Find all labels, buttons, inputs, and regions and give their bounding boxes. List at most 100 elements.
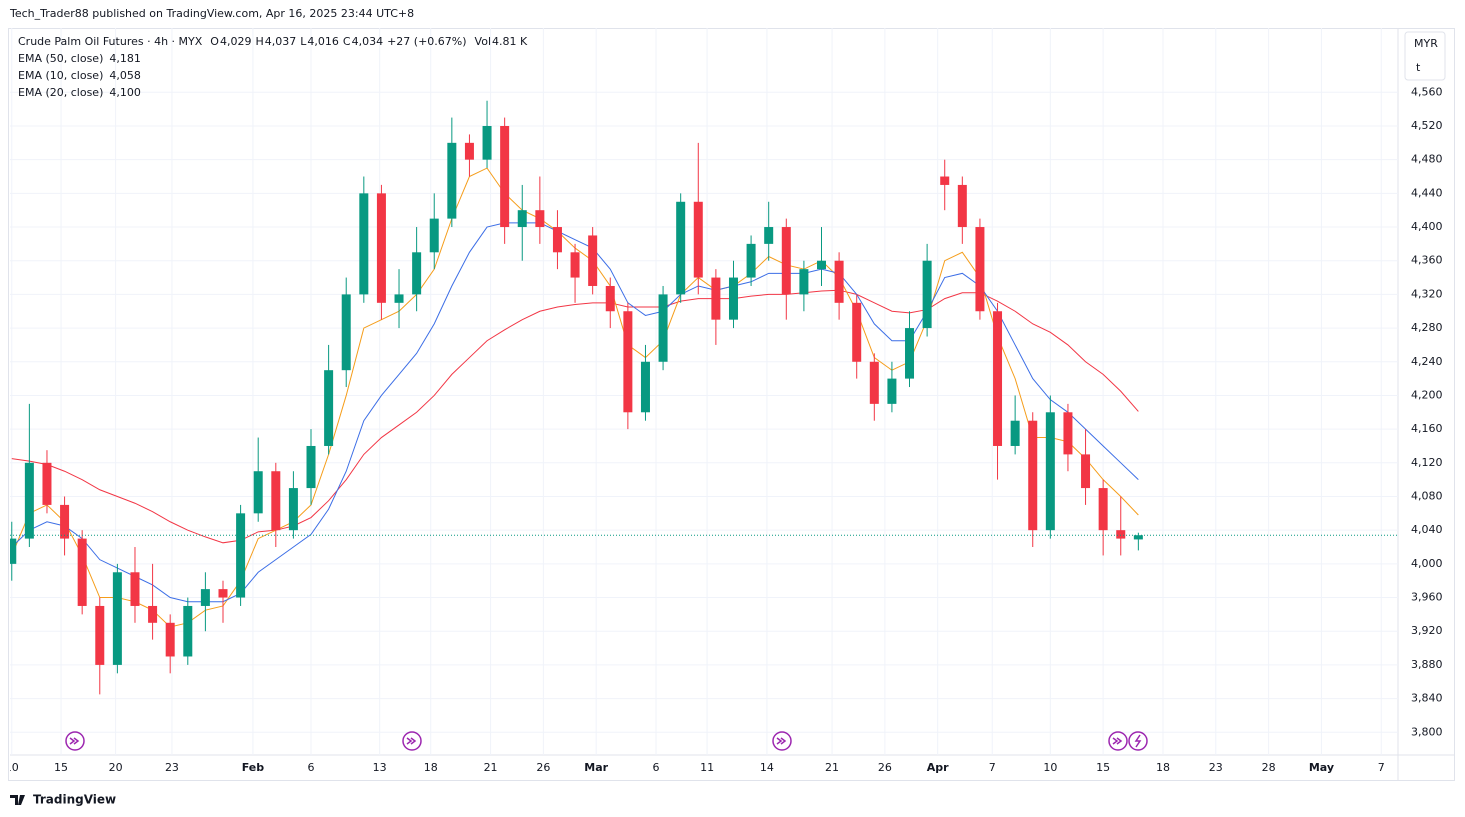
x-tick-label: 6: [653, 761, 660, 774]
y-tick-label: 4,280: [1411, 321, 1443, 334]
candle-body: [1028, 420, 1038, 531]
x-tick-label: 26: [878, 761, 892, 774]
y-tick-label: 4,440: [1411, 186, 1443, 199]
candle-body: [95, 605, 105, 665]
change: +27 (+0.67%): [387, 35, 466, 48]
y-tick-label: 4,360: [1411, 254, 1443, 267]
candle-body: [623, 311, 633, 413]
chart-frame: [8, 28, 1455, 781]
x-tick-label: Feb: [242, 761, 265, 774]
axes: 3,800 3,840 3,880 3,920 3,960 4,000 4,040 4,080…: [5, 85, 1443, 774]
ema-name: EMA (10, close): [18, 69, 103, 82]
candle-body: [746, 243, 756, 278]
volume: 4.81 K: [492, 35, 528, 48]
candle-body: [183, 605, 193, 657]
candle-body: [834, 260, 844, 303]
candle-body: [693, 201, 703, 278]
x-tick-label: 23: [165, 761, 179, 774]
x-tick-label: 18: [1156, 761, 1170, 774]
legend: Crude Palm Oil Futures · 4h · MYX O 4,029 H…: [18, 35, 528, 99]
quote-label: H: [255, 35, 263, 48]
candle-body: [24, 462, 34, 539]
y-tick-label: 4,560: [1411, 85, 1443, 98]
x-tick-label: 11: [700, 761, 714, 774]
x-tick-label: 10: [1043, 761, 1057, 774]
candle-body: [253, 471, 263, 514]
candle-body: [271, 471, 281, 531]
x-tick-label: 13: [373, 761, 387, 774]
candle-body: [517, 210, 527, 228]
ema-lines: [11, 167, 1139, 628]
candle-body: [799, 269, 809, 295]
x-tick-label: 21: [825, 761, 839, 774]
x-tick-label: 15: [1096, 761, 1110, 774]
candle-body: [10, 538, 17, 564]
candle-body: [500, 125, 510, 228]
candle-body: [605, 285, 615, 312]
candle-body: [130, 572, 140, 606]
ema-last: 4,100: [109, 86, 141, 99]
volume-label: Vol: [475, 35, 491, 48]
candle-body: [588, 235, 598, 286]
y-tick-label: 4,120: [1411, 456, 1443, 469]
candle-body: [940, 176, 950, 185]
candle-body: [570, 252, 580, 278]
candle-body: [957, 184, 967, 228]
candle-body: [200, 589, 210, 606]
quote-value: 4,037: [265, 35, 297, 48]
candle-body: [1045, 412, 1055, 531]
candle-body: [359, 193, 369, 295]
ema-line: [11, 289, 1139, 544]
y-tick-label: 3,920: [1411, 624, 1443, 637]
unit[interactable]: t: [1416, 61, 1421, 74]
candle-body: [922, 260, 932, 329]
candle-body: [552, 227, 562, 253]
y-tick-label: 4,080: [1411, 489, 1443, 502]
x-tick-label: 7: [989, 761, 996, 774]
x-tick-label: 6: [308, 761, 315, 774]
brand[interactable]: TradingView: [33, 793, 116, 807]
grid: [10, 28, 1398, 755]
currency-box[interactable]: [1404, 31, 1446, 81]
x-tick-label: 26: [536, 761, 550, 774]
candle-body: [218, 589, 228, 598]
ema-last: 4,181: [109, 52, 141, 65]
y-tick-label: 4,040: [1411, 523, 1443, 536]
candles: [10, 100, 1398, 695]
candle-body: [887, 378, 897, 404]
published-line: Tech_Trader88 published on TradingView.c…: [9, 7, 414, 20]
candle-body: [711, 277, 721, 320]
candle-body: [447, 142, 457, 219]
candle-body: [394, 294, 404, 303]
candle-body: [482, 125, 492, 160]
y-tick-label: 4,160: [1411, 422, 1443, 435]
candle-body: [869, 361, 879, 404]
candle-body: [1116, 530, 1126, 539]
candle-body: [429, 218, 439, 253]
y-tick-label: 4,000: [1411, 557, 1443, 570]
candle-body: [728, 277, 738, 320]
candle-body: [535, 210, 545, 228]
event-icons[interactable]: [65, 731, 1148, 751]
ema-line: [11, 167, 1139, 628]
currency[interactable]: MYR: [1414, 37, 1438, 50]
candle-body: [764, 227, 774, 244]
quote-label: C: [343, 35, 351, 48]
candle-body: [112, 572, 122, 665]
candle-body: [781, 227, 791, 295]
y-tick-label: 4,240: [1411, 355, 1443, 368]
symbol: Crude Palm Oil Futures · 4h · MYX: [18, 35, 203, 48]
x-tick-label: 7: [1378, 761, 1385, 774]
brand-logo[interactable]: [10, 795, 25, 805]
candle-body: [42, 462, 52, 505]
quote-label: L: [300, 35, 307, 48]
candle-body: [324, 370, 334, 446]
x-tick-label: 15: [54, 761, 68, 774]
x-tick-label: 10: [5, 761, 19, 774]
candle-body: [1010, 420, 1020, 446]
candle-body: [640, 361, 650, 413]
y-tick-label: 4,520: [1411, 119, 1443, 132]
x-tick-label: May: [1309, 761, 1334, 774]
ema-name: EMA (50, close): [18, 52, 103, 65]
